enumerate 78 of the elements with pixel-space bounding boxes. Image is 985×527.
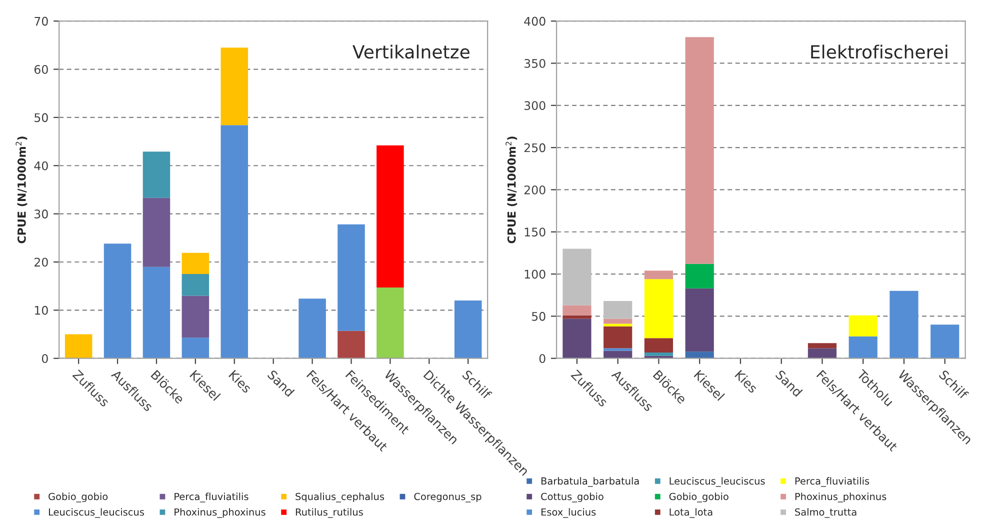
bar: [562, 315, 592, 319]
legend-label: Phoxinus_phoxinus: [795, 492, 886, 502]
bar: [604, 324, 632, 326]
bar: [685, 352, 714, 358]
bar: [562, 248, 592, 306]
bar: [182, 274, 210, 296]
bar: [220, 48, 248, 126]
y-tick-label: 60: [34, 64, 48, 74]
y-tick-label: 350: [524, 58, 546, 68]
bar: [298, 298, 326, 358]
bar: [182, 338, 210, 358]
legend-label: Perca_fluviatilis: [795, 477, 870, 487]
bar: [808, 343, 837, 348]
bar: [848, 315, 878, 336]
bar: [604, 318, 632, 324]
bar: [104, 244, 132, 358]
bar: [562, 318, 592, 358]
bar: [142, 152, 170, 198]
y-tick-label: 0: [42, 354, 48, 364]
bar: [376, 288, 404, 358]
bar: [685, 288, 714, 352]
bar: [220, 125, 248, 358]
bar: [604, 350, 632, 358]
legend-label: Lota_lota: [670, 508, 712, 518]
bar: [644, 279, 674, 338]
bar: [604, 326, 632, 348]
y-tick-label: 40: [34, 161, 48, 170]
bar: [142, 266, 170, 358]
bar: [338, 330, 365, 358]
bar: [182, 296, 210, 338]
y-tick-label: 300: [524, 101, 546, 110]
y-tick-label: 20: [34, 258, 48, 267]
y-tick-label: 50: [34, 113, 48, 122]
legend-label: Esox_lucius: [541, 508, 596, 518]
legend-label: Barbatula_barbatula: [541, 477, 639, 487]
y-tick-label: 100: [524, 270, 546, 279]
y-tick-label: 70: [34, 16, 48, 26]
bar: [644, 352, 674, 356]
bar: [562, 305, 592, 316]
legend-label: Salmo_trutta: [795, 508, 856, 518]
bar: [604, 301, 632, 319]
legend-label: Leuciscus_leuciscus: [48, 508, 144, 518]
y-tick-label: 30: [34, 210, 48, 218]
legend-label: Cottus_gobio: [541, 492, 604, 502]
bar: [685, 264, 714, 288]
legend-label: Leuciscus_leuciscus: [670, 477, 765, 487]
text: Elektrofischerei: [811, 44, 948, 59]
y-tick-label: 0: [539, 354, 546, 364]
y-tick-label: 50: [532, 312, 546, 321]
y-tick-label: 10: [34, 306, 48, 315]
legend-label: Gobio_gobio: [669, 492, 728, 502]
legend-label: Perca_fluviatilis: [174, 492, 248, 502]
bar: [930, 324, 960, 358]
legend-label: Squalius_cephalus: [296, 492, 384, 502]
bar: [644, 270, 674, 280]
y-axis-title: CPUE (N/1000m$^{2}$): [16, 136, 28, 244]
legend-label: Gobio_gobio: [48, 492, 108, 502]
bar: [182, 252, 210, 274]
y-axis-title: CPUE (N/1000m$^{2}$): [506, 136, 518, 244]
bar: [376, 145, 404, 288]
bar: [644, 338, 674, 352]
bar: [848, 336, 878, 358]
bar: [685, 37, 714, 264]
legend-label: Phoxinus_phoxinus: [174, 508, 266, 518]
y-tick-label: 400: [524, 16, 546, 26]
text: Vertikalnetze: [352, 44, 470, 59]
bar: [454, 300, 482, 358]
bar: [338, 224, 365, 331]
bar: [890, 290, 918, 358]
legend-label: Rutilus_rutilus: [296, 508, 363, 518]
bar: [808, 348, 837, 358]
bar: [142, 198, 170, 267]
y-tick-label: 150: [524, 228, 546, 237]
bar: [64, 334, 92, 358]
legend-label: Coregonus_sp: [414, 492, 482, 502]
y-tick-label: 250: [524, 143, 546, 152]
bar: [604, 348, 632, 351]
y-tick-label: 200: [524, 185, 546, 194]
